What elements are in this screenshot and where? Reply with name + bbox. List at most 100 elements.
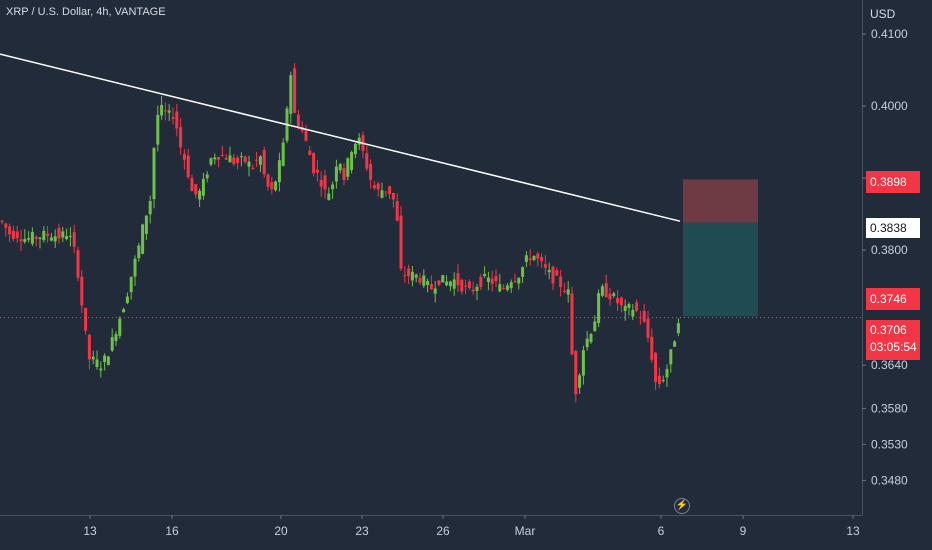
candle-body	[270, 182, 274, 190]
candle-body	[483, 273, 487, 277]
candle-body	[600, 286, 604, 296]
candle-body	[490, 278, 494, 284]
candle-body	[619, 297, 623, 306]
candle-body	[262, 150, 266, 175]
candle-body	[604, 283, 608, 298]
candle-body	[467, 281, 471, 288]
candle-body	[327, 193, 331, 201]
candle-body	[175, 111, 179, 129]
candle-body	[99, 368, 103, 371]
candle-body	[114, 334, 118, 341]
candle-body	[555, 270, 559, 276]
candle-body	[190, 177, 194, 192]
candle-body	[562, 290, 566, 292]
candle-body	[274, 181, 278, 191]
candle-body	[657, 375, 661, 385]
candle-body	[650, 336, 654, 360]
candle-body	[232, 157, 236, 164]
candle-body	[521, 267, 525, 277]
candle-body	[42, 230, 46, 241]
candle-body	[543, 264, 547, 268]
candle-body	[566, 289, 570, 295]
candle-body	[137, 245, 141, 259]
candle-body	[638, 317, 642, 319]
candle-body	[11, 230, 15, 240]
date-tick-label: 20	[274, 524, 288, 538]
candle-body	[277, 160, 281, 183]
candle-body	[186, 155, 190, 178]
candle-body	[224, 157, 228, 160]
candle-body	[217, 157, 221, 160]
date-tick-label: 9	[740, 524, 747, 538]
symbol-title: XRP / U.S. Dollar, 4h, VANTAGE	[6, 6, 166, 18]
candle-body	[551, 266, 555, 284]
candle-body	[125, 296, 129, 304]
price-tick-label: 0.3480	[871, 473, 908, 487]
candle-body	[289, 75, 293, 114]
candle-body	[479, 276, 483, 287]
candle-body	[167, 110, 171, 113]
candle-body	[46, 233, 50, 236]
last-price-badge: 0.3706 03:05:54	[866, 320, 920, 360]
price-axis-panel	[862, 0, 932, 550]
price-tick-label: 0.3580	[871, 401, 908, 415]
candle-body	[281, 142, 285, 166]
candle-body	[441, 275, 445, 283]
candle-body	[676, 323, 680, 334]
candle-body	[129, 276, 133, 293]
candle-body	[631, 309, 635, 317]
candle-body	[540, 256, 544, 262]
price-tick-label: 0.3800	[871, 243, 908, 257]
candle-body	[19, 239, 23, 242]
candle-body	[110, 337, 114, 351]
candle-body	[95, 359, 99, 367]
candle-body	[528, 258, 532, 261]
candle-body	[76, 250, 80, 278]
candle-body	[228, 155, 232, 163]
candle-body	[456, 273, 460, 286]
candle-body	[346, 158, 350, 177]
candle-body	[547, 269, 551, 273]
candle-body	[388, 186, 392, 195]
take-profit-zone	[683, 222, 758, 317]
date-tick-label: 13	[83, 524, 97, 538]
candle-body	[160, 104, 164, 116]
candle-body	[399, 215, 403, 269]
candle-body	[369, 163, 373, 180]
candle-body	[65, 236, 69, 240]
candle-body	[80, 276, 84, 306]
candle-body	[148, 201, 152, 215]
candle-body	[475, 286, 479, 291]
candle-body	[585, 338, 589, 348]
candle-body	[304, 129, 308, 141]
candle-body	[350, 152, 354, 171]
candle-body	[342, 168, 346, 180]
candle-body	[460, 279, 464, 292]
candle-body	[152, 148, 156, 200]
candle-body	[23, 238, 27, 242]
candle-body	[410, 271, 414, 281]
lightning-icon[interactable]: ⚡	[674, 498, 690, 514]
date-tick-label: 26	[436, 524, 450, 538]
candle-body	[426, 280, 430, 286]
candle-body	[319, 179, 323, 187]
candle-body	[471, 289, 475, 292]
candle-body	[661, 380, 665, 382]
take-profit-badge: 0.3746	[866, 288, 920, 310]
candle-body	[141, 224, 145, 254]
candle-body	[581, 350, 585, 376]
candle-body	[536, 253, 540, 259]
candle-body	[448, 281, 452, 287]
candle-body	[509, 282, 513, 289]
candle-body	[338, 164, 342, 171]
candle-body	[144, 215, 148, 234]
candle-body	[194, 184, 198, 195]
candle-body	[365, 153, 369, 169]
date-tick-label: 6	[658, 524, 665, 538]
candle-countdown: 03:05:54	[870, 340, 917, 354]
candle-body	[15, 231, 19, 239]
candle-body	[220, 154, 224, 156]
